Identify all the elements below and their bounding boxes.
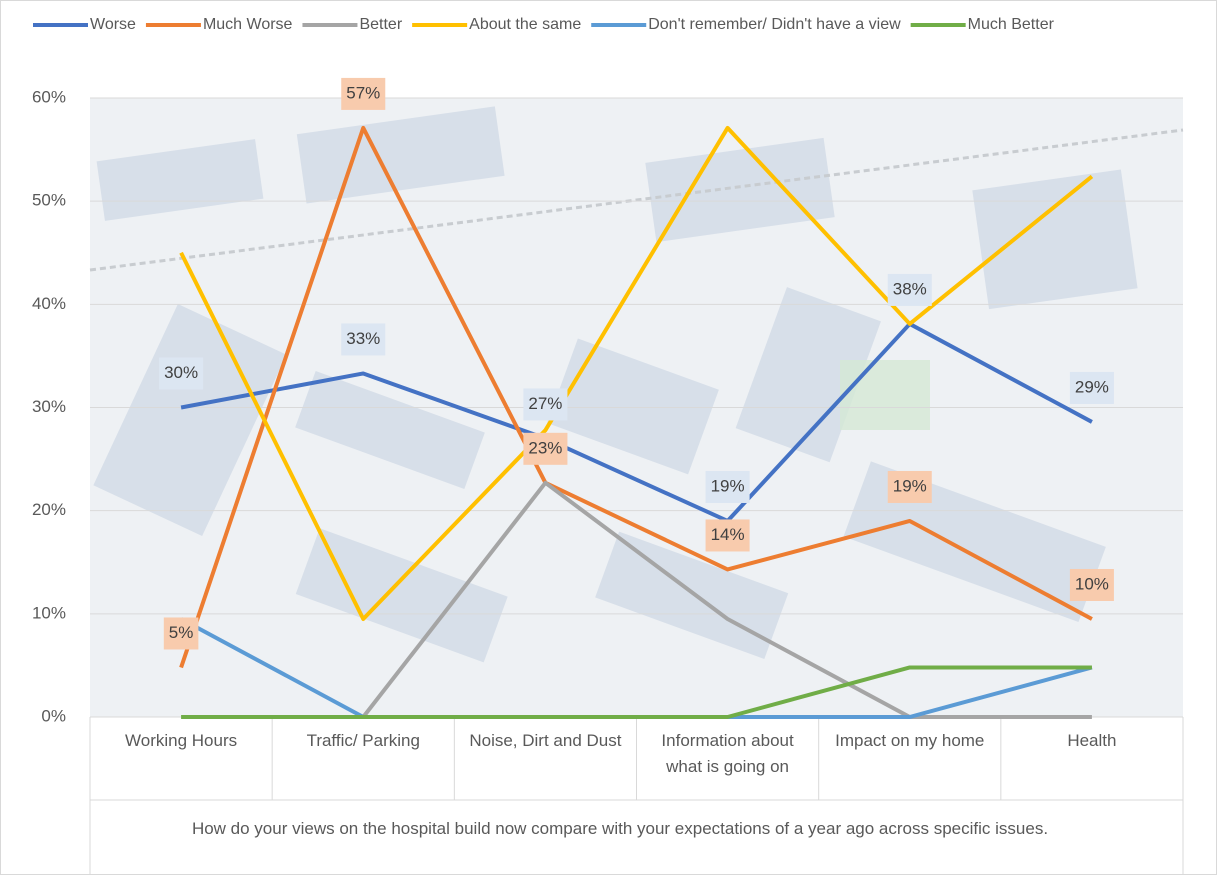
data-label: 19% bbox=[711, 476, 745, 495]
x-tick-label: Health bbox=[1067, 731, 1117, 750]
y-tick-label: 50% bbox=[32, 191, 66, 210]
series-line bbox=[179, 125, 1094, 621]
data-label-box bbox=[341, 77, 386, 110]
y-tick-label: 40% bbox=[32, 294, 66, 313]
legend-label: Much Better bbox=[968, 16, 1055, 33]
data-label: 29% bbox=[1075, 377, 1109, 396]
data-label: 14% bbox=[711, 525, 745, 544]
series-line bbox=[181, 665, 1092, 719]
legend-label: Much Worse bbox=[203, 16, 293, 33]
y-tick-label: 30% bbox=[32, 397, 66, 416]
data-label: 27% bbox=[528, 394, 562, 413]
data-label: 30% bbox=[164, 363, 198, 382]
data-label-box bbox=[705, 470, 750, 503]
y-tick-label: 10% bbox=[32, 603, 66, 622]
x-tick-label: Working Hours bbox=[125, 731, 238, 750]
data-label: 33% bbox=[346, 329, 380, 348]
x-tick-label: Traffic/ Parking bbox=[306, 731, 420, 750]
data-label-box bbox=[523, 432, 568, 465]
y-tick-label: 20% bbox=[32, 500, 66, 519]
x-tick-label: Noise, Dirt and Dust bbox=[469, 731, 622, 750]
x-tick-label: Impact on my home bbox=[835, 731, 985, 750]
data-label: 23% bbox=[528, 438, 562, 457]
data-label-box bbox=[523, 388, 568, 421]
y-tick-label: 60% bbox=[32, 87, 66, 106]
data-label: 57% bbox=[346, 83, 380, 102]
legend-label: About the same bbox=[469, 16, 581, 33]
legend-label: Worse bbox=[90, 16, 136, 33]
data-label: 38% bbox=[893, 279, 927, 298]
data-label-box bbox=[1069, 371, 1114, 404]
data-label-box bbox=[887, 470, 932, 503]
legend-label: Don't remember/ Didn't have a view bbox=[648, 16, 901, 33]
y-tick-label: 0% bbox=[41, 706, 66, 725]
data-label-box bbox=[705, 519, 750, 552]
series-line bbox=[180, 321, 1093, 523]
legend-label: Better bbox=[359, 16, 402, 33]
data-label-box bbox=[159, 357, 204, 390]
series-line bbox=[179, 125, 1093, 669]
data-label: 19% bbox=[893, 476, 927, 495]
data-label-box bbox=[163, 617, 199, 650]
x-axis-title: How do your views on the hospital build … bbox=[191, 819, 1049, 838]
data-label-box bbox=[887, 273, 932, 306]
data-label-box bbox=[341, 323, 386, 356]
x-tick-label: Information about what is going on bbox=[661, 731, 794, 776]
series-line bbox=[361, 480, 1092, 719]
data-label: 5% bbox=[169, 623, 194, 642]
data-label-box bbox=[1069, 568, 1114, 601]
data-label: 10% bbox=[1075, 574, 1109, 593]
